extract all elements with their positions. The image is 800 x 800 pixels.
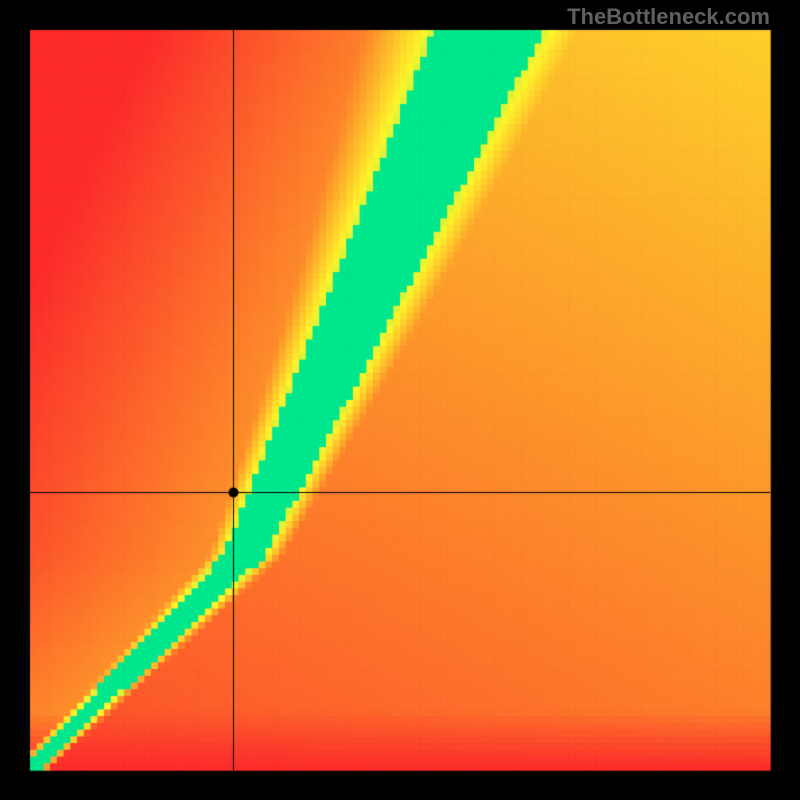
bottleneck-heatmap <box>0 0 800 800</box>
watermark-text: TheBottleneck.com <box>567 4 770 30</box>
chart-container: TheBottleneck.com <box>0 0 800 800</box>
